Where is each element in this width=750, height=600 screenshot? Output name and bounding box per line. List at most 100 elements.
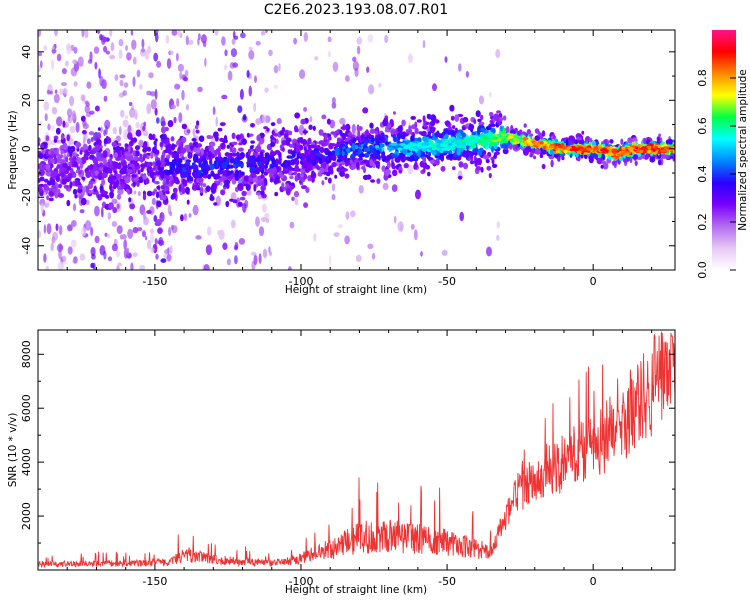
heatmap-cell — [351, 142, 355, 150]
heatmap-cell — [426, 127, 430, 132]
heatmap-cell — [526, 129, 532, 135]
heatmap-cell — [49, 148, 55, 153]
heatmap-cell — [444, 56, 448, 63]
heatmap-cell — [473, 155, 477, 162]
heatmap-cell — [491, 136, 498, 140]
heatmap-cell — [599, 148, 607, 152]
heatmap-cell — [67, 246, 73, 255]
heatmap-cell — [278, 63, 281, 72]
heatmap-cell — [53, 153, 57, 159]
heatmap-cell — [254, 170, 260, 175]
heatmap-cell — [220, 142, 226, 150]
heatmap-cell — [454, 140, 461, 144]
heatmap-cell — [454, 137, 460, 141]
heatmap-cell — [362, 107, 369, 114]
heatmap-cell — [132, 150, 136, 157]
heatmap-cell — [457, 175, 463, 180]
heatmap-cell — [247, 162, 254, 167]
heatmap-cell — [565, 139, 569, 147]
heatmap-cell — [422, 115, 426, 123]
heatmap-cell — [336, 167, 342, 172]
heatmap-cell — [71, 220, 77, 227]
heatmap-cell — [301, 139, 308, 145]
heatmap-cell — [38, 30, 42, 37]
heatmap-cell — [260, 190, 265, 196]
heatmap-cell — [115, 249, 120, 258]
heatmap-cell — [167, 120, 174, 128]
heatmap-cell — [403, 156, 408, 161]
heatmap-cell — [182, 156, 185, 161]
heatmap-cell — [47, 157, 52, 165]
heatmap-cell — [579, 148, 584, 152]
heatmap-cell — [115, 173, 120, 178]
colorbar-tick-label: 0.6 — [696, 117, 709, 135]
heatmap-cell — [461, 142, 467, 146]
heatmap-cell — [357, 130, 361, 138]
heatmap-cell — [448, 153, 454, 159]
heatmap-cell — [360, 135, 364, 142]
heatmap-cell — [133, 190, 137, 195]
heatmap-cell — [203, 264, 210, 270]
heatmap-cell — [344, 173, 350, 179]
heatmap-cell — [194, 124, 199, 130]
heatmap-cell — [217, 127, 223, 132]
heatmap-cell — [111, 198, 118, 204]
heatmap-cell — [160, 126, 167, 134]
heatmap-cell — [421, 130, 427, 136]
heatmap-cell — [51, 236, 56, 244]
colorbar-tick-label: 0.4 — [696, 165, 709, 183]
heatmap-cell — [116, 194, 122, 200]
heatmap-cell — [274, 150, 281, 155]
heatmap-cell — [347, 136, 351, 142]
heatmap-cell — [633, 154, 638, 160]
y-tick-label: 8000 — [20, 340, 33, 368]
heatmap-cell — [303, 107, 308, 112]
heatmap-cell — [473, 138, 478, 142]
heatmap-cell — [46, 223, 52, 235]
heatmap-cell — [431, 149, 437, 156]
heatmap-cell — [422, 168, 426, 173]
heatmap-cell — [657, 150, 662, 155]
heatmap-cell — [58, 225, 63, 236]
heatmap-cell — [210, 186, 216, 194]
heatmap-cell — [247, 148, 251, 156]
heatmap-cell — [480, 166, 484, 173]
heatmap-cell — [357, 148, 363, 155]
heatmap-cell — [428, 126, 436, 134]
heatmap-cell — [187, 151, 193, 159]
heatmap-cell — [102, 150, 108, 158]
heatmap-cell — [98, 166, 104, 172]
heatmap-cell — [216, 229, 223, 236]
colorbar-tick-label: 0.2 — [696, 213, 709, 231]
heatmap-cell — [188, 165, 194, 170]
heatmap-cell — [332, 61, 339, 72]
heatmap-cell — [270, 134, 274, 141]
heatmap-cell — [137, 191, 141, 197]
heatmap-cell — [668, 138, 673, 145]
heatmap-cell — [402, 131, 407, 139]
heatmap-cell — [455, 132, 462, 138]
heatmap-cell — [469, 152, 475, 157]
heatmap-cell — [399, 142, 406, 147]
heatmap-cell — [475, 166, 481, 171]
heatmap-cell — [200, 147, 204, 156]
heatmap-cell — [66, 108, 73, 118]
heatmap-cell — [222, 170, 228, 175]
heatmap-cell — [658, 133, 661, 138]
x-tick-label: -150 — [142, 575, 167, 588]
heatmap-cell — [197, 143, 202, 148]
heatmap-cell — [141, 38, 145, 49]
heatmap-cell — [136, 180, 140, 187]
heatmap-cell — [77, 181, 82, 186]
heatmap-cell — [147, 239, 152, 250]
heatmap-cell — [80, 197, 87, 206]
heatmap-cell — [458, 63, 462, 72]
heatmap-cell — [154, 180, 160, 185]
heatmap-cell — [269, 177, 274, 183]
heatmap-cell — [199, 186, 204, 194]
colorbar-gradient — [712, 30, 736, 270]
heatmap-cell — [151, 197, 156, 206]
heatmap-cell — [90, 226, 94, 237]
heatmap-cell — [327, 36, 332, 43]
